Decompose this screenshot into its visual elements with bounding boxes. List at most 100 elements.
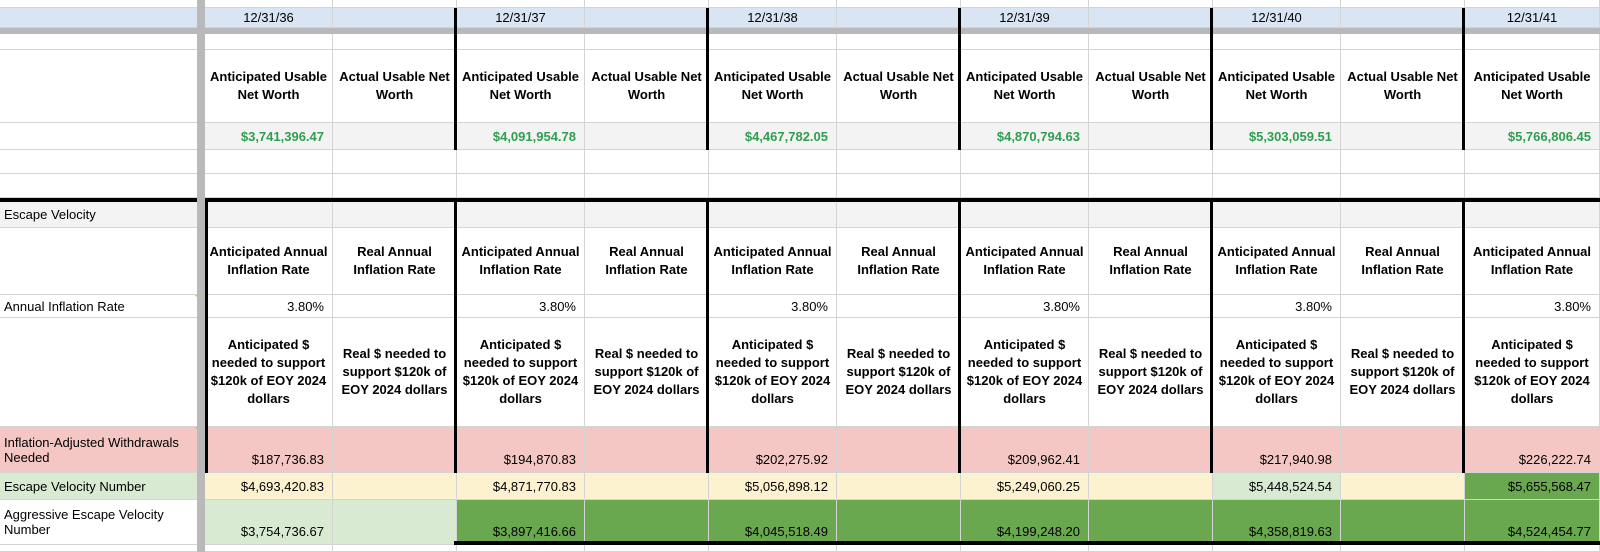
empty-cell[interactable] [837, 202, 961, 228]
escape-velocity-number-value-cell[interactable]: $5,448,524.54 [1213, 473, 1341, 500]
empty-cell[interactable] [961, 545, 1089, 552]
empty-cell[interactable] [457, 150, 585, 174]
real-withdrawals-cell[interactable] [1341, 427, 1465, 473]
anticipated-inflation-header-cell[interactable]: Anticipated Annual Inflation Rate [457, 228, 585, 295]
real-withdrawals-cell[interactable] [837, 427, 961, 473]
empty-cell[interactable] [457, 0, 585, 8]
real-escape-velocity-number-cell[interactable] [1341, 473, 1465, 500]
empty-cell[interactable] [333, 0, 457, 8]
anticipated-inflation-value-cell[interactable]: 3.80% [457, 295, 585, 318]
empty-cell[interactable] [205, 202, 333, 228]
empty-cell[interactable] [0, 123, 205, 150]
empty-cell[interactable] [837, 0, 961, 8]
empty-cell[interactable] [961, 202, 1089, 228]
anticipated-net-worth-header-cell[interactable]: Anticipated Usable Net Worth [1213, 50, 1341, 123]
empty-cell[interactable] [205, 34, 333, 50]
empty-cell[interactable] [837, 150, 961, 174]
anticipated-inflation-header-cell[interactable]: Anticipated Annual Inflation Rate [1465, 228, 1600, 295]
aggressive-escape-velocity-value-cell[interactable]: $4,199,248.20 [961, 500, 1089, 545]
anticipated-net-worth-header-cell[interactable]: Anticipated Usable Net Worth [709, 50, 837, 123]
empty-cell[interactable] [585, 150, 709, 174]
empty-cell[interactable] [585, 0, 709, 8]
empty-cell[interactable] [205, 0, 333, 8]
empty-cell[interactable] [1341, 174, 1465, 198]
empty-cell[interactable] [1089, 545, 1213, 552]
empty-cell[interactable] [1213, 0, 1341, 8]
actual-net-worth-header-cell[interactable]: Actual Usable Net Worth [333, 50, 457, 123]
empty-cell[interactable] [333, 150, 457, 174]
anticipated-net-worth-value-cell[interactable]: $5,303,059.51 [1213, 123, 1341, 150]
date-cell[interactable]: 12/31/41 [1465, 8, 1600, 28]
empty-cell[interactable] [585, 545, 709, 552]
withdrawals-value-cell[interactable]: $226,222.74 [1465, 427, 1600, 473]
anticipated-net-worth-value-cell[interactable]: $4,467,782.05 [709, 123, 837, 150]
date-cell[interactable]: 12/31/38 [709, 8, 837, 28]
withdrawals-value-cell[interactable]: $209,962.41 [961, 427, 1089, 473]
real-support-header-cell[interactable]: Real $ needed to support $120k of EOY 20… [1341, 318, 1465, 427]
anticipated-inflation-header-cell[interactable]: Anticipated Annual Inflation Rate [709, 228, 837, 295]
actual-net-worth-value-cell[interactable] [837, 123, 961, 150]
real-support-header-cell[interactable]: Real $ needed to support $120k of EOY 20… [333, 318, 457, 427]
real-inflation-value-cell[interactable] [333, 295, 457, 318]
real-escape-velocity-number-cell[interactable] [333, 473, 457, 500]
real-inflation-header-cell[interactable]: Real Annual Inflation Rate [333, 228, 457, 295]
escape-velocity-number-value-cell[interactable]: $5,056,898.12 [709, 473, 837, 500]
empty-cell[interactable] [1465, 0, 1600, 8]
empty-cell[interactable] [1465, 174, 1600, 198]
real-inflation-value-cell[interactable] [1341, 295, 1465, 318]
date-cell[interactable]: 12/31/37 [457, 8, 585, 28]
empty-cell[interactable] [205, 174, 333, 198]
empty-cell[interactable] [1089, 202, 1213, 228]
anticipated-support-header-cell[interactable]: Anticipated $ needed to support $120k of… [1465, 318, 1600, 427]
anticipated-net-worth-header-cell[interactable]: Anticipated Usable Net Worth [1465, 50, 1600, 123]
empty-cell[interactable] [333, 34, 457, 50]
empty-cell[interactable] [585, 34, 709, 50]
anticipated-net-worth-value-cell[interactable]: $4,091,954.78 [457, 123, 585, 150]
aggressive-escape-velocity-value-cell[interactable]: $4,045,518.49 [709, 500, 837, 545]
real-support-header-cell[interactable]: Real $ needed to support $120k of EOY 20… [837, 318, 961, 427]
anticipated-support-header-cell[interactable]: Anticipated $ needed to support $120k of… [457, 318, 585, 427]
empty-cell[interactable] [961, 174, 1089, 198]
escape-velocity-number-label[interactable]: Escape Velocity Number [0, 473, 205, 500]
real-aggressive-escape-velocity-cell[interactable] [1341, 500, 1465, 545]
empty-cell[interactable] [1213, 202, 1341, 228]
empty-date-cell[interactable] [585, 8, 709, 28]
aggressive-escape-velocity-value-cell[interactable]: $4,524,454.77 [1465, 500, 1600, 545]
actual-net-worth-value-cell[interactable] [1341, 123, 1465, 150]
empty-cell[interactable] [1089, 174, 1213, 198]
anticipated-inflation-value-cell[interactable]: 3.80% [709, 295, 837, 318]
empty-cell[interactable] [0, 545, 205, 552]
withdrawals-value-cell[interactable]: $194,870.83 [457, 427, 585, 473]
real-inflation-header-cell[interactable]: Real Annual Inflation Rate [1089, 228, 1213, 295]
actual-net-worth-value-cell[interactable] [333, 123, 457, 150]
real-inflation-header-cell[interactable]: Real Annual Inflation Rate [585, 228, 709, 295]
real-inflation-header-cell[interactable]: Real Annual Inflation Rate [837, 228, 961, 295]
real-escape-velocity-number-cell[interactable] [837, 473, 961, 500]
withdrawals-value-cell[interactable]: $217,940.98 [1213, 427, 1341, 473]
empty-cell[interactable] [709, 174, 837, 198]
empty-cell[interactable] [0, 318, 205, 427]
empty-cell[interactable] [709, 34, 837, 50]
aggressive-escape-velocity-value-cell[interactable]: $3,897,416.66 [457, 500, 585, 545]
real-aggressive-escape-velocity-cell[interactable] [1089, 500, 1213, 545]
empty-cell[interactable] [0, 228, 205, 295]
empty-cell[interactable] [1465, 202, 1600, 228]
real-aggressive-escape-velocity-cell[interactable] [333, 500, 457, 545]
empty-cell[interactable] [0, 50, 205, 123]
anticipated-inflation-value-cell[interactable]: 3.80% [205, 295, 333, 318]
anticipated-inflation-value-cell[interactable]: 3.80% [961, 295, 1089, 318]
empty-cell[interactable] [585, 202, 709, 228]
empty-cell[interactable] [1213, 545, 1341, 552]
real-withdrawals-cell[interactable] [333, 427, 457, 473]
empty-cell[interactable] [457, 202, 585, 228]
actual-net-worth-value-cell[interactable] [585, 123, 709, 150]
empty-cell[interactable] [1213, 150, 1341, 174]
empty-cell[interactable] [0, 174, 205, 198]
empty-cell[interactable] [961, 0, 1089, 8]
empty-date-cell[interactable] [1341, 8, 1465, 28]
anticipated-net-worth-value-cell[interactable]: $3,741,396.47 [205, 123, 333, 150]
anticipated-support-header-cell[interactable]: Anticipated $ needed to support $120k of… [205, 318, 333, 427]
actual-net-worth-value-cell[interactable] [1089, 123, 1213, 150]
empty-cell[interactable] [1465, 545, 1600, 552]
date-cell[interactable]: 12/31/39 [961, 8, 1089, 28]
